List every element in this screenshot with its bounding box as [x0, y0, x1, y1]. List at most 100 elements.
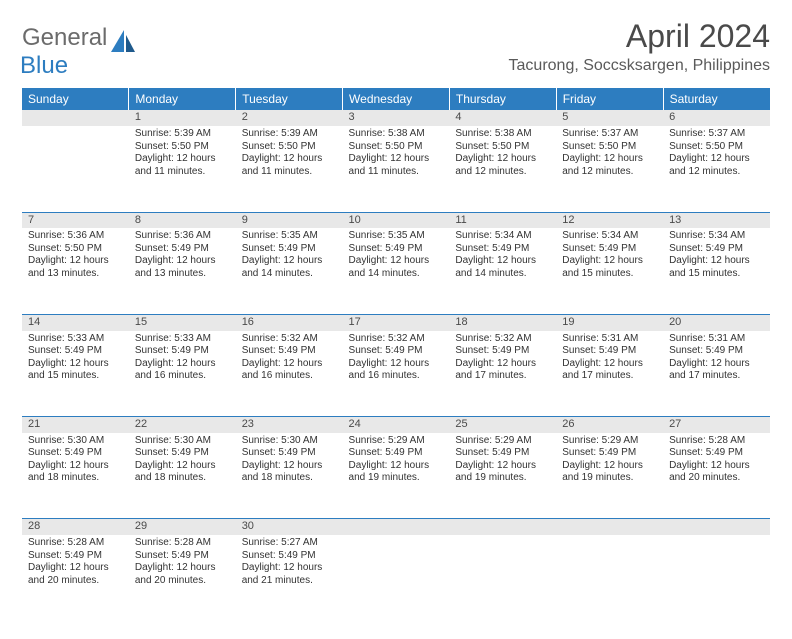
- sail-icon: [111, 30, 137, 57]
- day-cell-body: Sunrise: 5:32 AMSunset: 5:49 PMDaylight:…: [343, 331, 450, 387]
- day-cell: Sunrise: 5:38 AMSunset: 5:50 PMDaylight:…: [343, 126, 450, 212]
- sunrise-text: Sunrise: 5:34 AM: [455, 230, 550, 243]
- day-cell: Sunrise: 5:32 AMSunset: 5:49 PMDaylight:…: [343, 331, 450, 417]
- sunset-text: Sunset: 5:49 PM: [669, 447, 764, 460]
- daylight-text: Daylight: 12 hours and 11 minutes.: [242, 153, 337, 178]
- sunrise-text: Sunrise: 5:27 AM: [242, 537, 337, 550]
- weekday-header: Saturday: [663, 88, 770, 110]
- logo: General Blue: [22, 18, 137, 80]
- header: General Blue April 2024 Tacurong, Soccsk…: [22, 18, 770, 80]
- day-number: 11: [449, 212, 556, 228]
- day-cell: Sunrise: 5:37 AMSunset: 5:50 PMDaylight:…: [556, 126, 663, 212]
- day-number: 19: [556, 314, 663, 330]
- day-number: 30: [236, 519, 343, 535]
- day-number: [556, 519, 663, 535]
- sunrise-text: Sunrise: 5:32 AM: [349, 333, 444, 346]
- day-cell: Sunrise: 5:35 AMSunset: 5:49 PMDaylight:…: [343, 228, 450, 314]
- sunrise-text: Sunrise: 5:34 AM: [562, 230, 657, 243]
- daylight-text: Daylight: 12 hours and 14 minutes.: [455, 255, 550, 280]
- sunrise-text: Sunrise: 5:28 AM: [135, 537, 230, 550]
- daylight-text: Daylight: 12 hours and 16 minutes.: [135, 358, 230, 383]
- sunset-text: Sunset: 5:50 PM: [349, 141, 444, 154]
- sunset-text: Sunset: 5:50 PM: [135, 141, 230, 154]
- day-cell-body: Sunrise: 5:38 AMSunset: 5:50 PMDaylight:…: [449, 126, 556, 182]
- day-cell-body: Sunrise: 5:29 AMSunset: 5:49 PMDaylight:…: [449, 433, 556, 489]
- sunset-text: Sunset: 5:49 PM: [28, 550, 123, 563]
- day-cell: Sunrise: 5:39 AMSunset: 5:50 PMDaylight:…: [236, 126, 343, 212]
- day-number: 20: [663, 314, 770, 330]
- day-cell: Sunrise: 5:27 AMSunset: 5:49 PMDaylight:…: [236, 535, 343, 621]
- daylight-text: Daylight: 12 hours and 17 minutes.: [455, 358, 550, 383]
- week-row: Sunrise: 5:28 AMSunset: 5:49 PMDaylight:…: [22, 535, 770, 621]
- sunset-text: Sunset: 5:49 PM: [28, 345, 123, 358]
- daynum-row: 78910111213: [22, 212, 770, 228]
- daylight-text: Daylight: 12 hours and 12 minutes.: [669, 153, 764, 178]
- month-title: April 2024: [509, 18, 770, 55]
- sunset-text: Sunset: 5:49 PM: [242, 550, 337, 563]
- sunrise-text: Sunrise: 5:32 AM: [455, 333, 550, 346]
- sunrise-text: Sunrise: 5:38 AM: [349, 128, 444, 141]
- day-cell-body: Sunrise: 5:32 AMSunset: 5:49 PMDaylight:…: [236, 331, 343, 387]
- day-cell: Sunrise: 5:33 AMSunset: 5:49 PMDaylight:…: [129, 331, 236, 417]
- daylight-text: Daylight: 12 hours and 19 minutes.: [349, 460, 444, 485]
- sunset-text: Sunset: 5:49 PM: [135, 243, 230, 256]
- day-cell: Sunrise: 5:34 AMSunset: 5:49 PMDaylight:…: [663, 228, 770, 314]
- sunset-text: Sunset: 5:49 PM: [455, 243, 550, 256]
- day-cell: Sunrise: 5:29 AMSunset: 5:49 PMDaylight:…: [449, 433, 556, 519]
- day-cell-body: Sunrise: 5:30 AMSunset: 5:49 PMDaylight:…: [129, 433, 236, 489]
- week-row: Sunrise: 5:36 AMSunset: 5:50 PMDaylight:…: [22, 228, 770, 314]
- day-cell-body: Sunrise: 5:29 AMSunset: 5:49 PMDaylight:…: [343, 433, 450, 489]
- day-cell: Sunrise: 5:34 AMSunset: 5:49 PMDaylight:…: [556, 228, 663, 314]
- day-number: 22: [129, 417, 236, 433]
- sunrise-text: Sunrise: 5:30 AM: [135, 435, 230, 448]
- daylight-text: Daylight: 12 hours and 13 minutes.: [28, 255, 123, 280]
- daylight-text: Daylight: 12 hours and 17 minutes.: [669, 358, 764, 383]
- sunset-text: Sunset: 5:50 PM: [242, 141, 337, 154]
- day-number: 2: [236, 110, 343, 126]
- daylight-text: Daylight: 12 hours and 14 minutes.: [242, 255, 337, 280]
- calendar-page: General Blue April 2024 Tacurong, Soccsk…: [0, 0, 792, 639]
- sunset-text: Sunset: 5:49 PM: [562, 447, 657, 460]
- sunrise-text: Sunrise: 5:36 AM: [28, 230, 123, 243]
- logo-part2: Blue: [20, 52, 68, 79]
- day-cell: Sunrise: 5:35 AMSunset: 5:49 PMDaylight:…: [236, 228, 343, 314]
- daylight-text: Daylight: 12 hours and 12 minutes.: [455, 153, 550, 178]
- sunrise-text: Sunrise: 5:29 AM: [455, 435, 550, 448]
- day-cell: Sunrise: 5:31 AMSunset: 5:49 PMDaylight:…: [663, 331, 770, 417]
- sunrise-text: Sunrise: 5:37 AM: [669, 128, 764, 141]
- sunset-text: Sunset: 5:49 PM: [242, 447, 337, 460]
- day-number: 9: [236, 212, 343, 228]
- calendar-body: 123456Sunrise: 5:39 AMSunset: 5:50 PMDay…: [22, 110, 770, 621]
- day-cell-body: Sunrise: 5:30 AMSunset: 5:49 PMDaylight:…: [236, 433, 343, 489]
- sunset-text: Sunset: 5:49 PM: [28, 447, 123, 460]
- sunrise-text: Sunrise: 5:35 AM: [349, 230, 444, 243]
- day-cell-body: Sunrise: 5:32 AMSunset: 5:49 PMDaylight:…: [449, 331, 556, 387]
- sunrise-text: Sunrise: 5:37 AM: [562, 128, 657, 141]
- calendar-head: SundayMondayTuesdayWednesdayThursdayFrid…: [22, 88, 770, 110]
- daylight-text: Daylight: 12 hours and 21 minutes.: [242, 562, 337, 587]
- day-number: 3: [343, 110, 450, 126]
- sunrise-text: Sunrise: 5:35 AM: [242, 230, 337, 243]
- day-cell-body: Sunrise: 5:36 AMSunset: 5:49 PMDaylight:…: [129, 228, 236, 284]
- daylight-text: Daylight: 12 hours and 20 minutes.: [28, 562, 123, 587]
- day-cell: Sunrise: 5:36 AMSunset: 5:49 PMDaylight:…: [129, 228, 236, 314]
- day-number: 24: [343, 417, 450, 433]
- day-cell-body: Sunrise: 5:34 AMSunset: 5:49 PMDaylight:…: [449, 228, 556, 284]
- day-number: 25: [449, 417, 556, 433]
- day-number: [663, 519, 770, 535]
- sunset-text: Sunset: 5:50 PM: [562, 141, 657, 154]
- day-cell: [449, 535, 556, 621]
- daylight-text: Daylight: 12 hours and 16 minutes.: [242, 358, 337, 383]
- daylight-text: Daylight: 12 hours and 11 minutes.: [349, 153, 444, 178]
- daylight-text: Daylight: 12 hours and 13 minutes.: [135, 255, 230, 280]
- sunrise-text: Sunrise: 5:39 AM: [242, 128, 337, 141]
- sunset-text: Sunset: 5:49 PM: [455, 345, 550, 358]
- day-number: 17: [343, 314, 450, 330]
- sunset-text: Sunset: 5:49 PM: [349, 447, 444, 460]
- sunset-text: Sunset: 5:49 PM: [669, 345, 764, 358]
- logo-part1: General: [22, 24, 107, 51]
- day-number: [449, 519, 556, 535]
- day-number: 21: [22, 417, 129, 433]
- sunset-text: Sunset: 5:49 PM: [669, 243, 764, 256]
- day-number: 12: [556, 212, 663, 228]
